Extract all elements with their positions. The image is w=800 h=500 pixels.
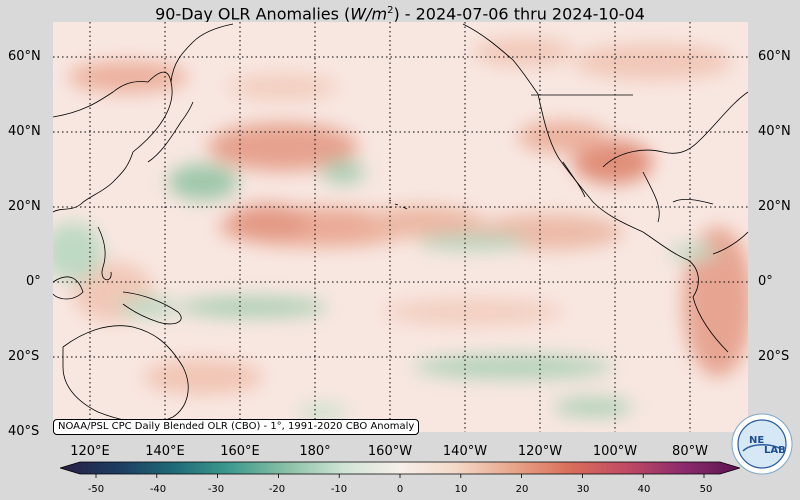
gulf-coast <box>602 91 748 168</box>
lon-label-100w: 100°W <box>592 444 638 459</box>
map-title: 90-Day OLR Anomalies (W/m2) - 2024-07-06… <box>155 4 645 24</box>
kamchatka-coast <box>170 23 234 83</box>
asia-coast <box>53 71 173 213</box>
lon-label-180: 180° <box>299 444 331 459</box>
australia-coast <box>62 325 189 423</box>
baja-coast <box>562 161 586 198</box>
north-america-coast <box>537 93 689 261</box>
colorbar-ticks <box>95 474 705 478</box>
lon-label-140e: 140°E <box>145 444 185 459</box>
hawaii-islands <box>388 199 408 210</box>
lat-label-eq-right: 0° <box>758 274 773 289</box>
lon-label-80w: 80°W <box>672 444 708 459</box>
olr-anomaly-map <box>53 22 748 432</box>
lat-label-20s-right: 20°S <box>758 349 790 364</box>
lat-label-eq-left: 0° <box>26 274 41 289</box>
philippines-coast <box>97 226 112 281</box>
colorbar-tick-label: -50 <box>87 484 105 495</box>
lat-label-60n-left: 60°N <box>8 49 41 64</box>
lat-label-20n-right: 20°N <box>758 199 791 214</box>
colorbar-tick-label: 0 <box>396 484 404 495</box>
lat-label-60n-right: 60°N <box>758 49 791 64</box>
caribbean-coast <box>642 171 714 223</box>
colorbar <box>60 461 740 478</box>
lon-label-120e: 120°E <box>70 444 110 459</box>
lat-label-40n-left: 40°N <box>8 124 41 139</box>
borneo-coast <box>53 276 84 300</box>
colorbar-tick-label: 20 <box>515 484 529 495</box>
alaska-coast <box>462 23 539 95</box>
coastlines <box>53 23 748 423</box>
anomaly-field <box>53 38 748 420</box>
lat-label-40s-left: 40°S <box>8 424 40 439</box>
colorbar-fill <box>60 461 740 475</box>
colorbar-tick-label: -20 <box>268 484 286 495</box>
lon-label-140w: 140°W <box>442 444 488 459</box>
colorbar-tick-label: -40 <box>149 484 167 495</box>
lat-label-20s-left: 20°S <box>8 349 40 364</box>
noaa-psl-logo: NE LAB <box>731 413 793 475</box>
graticule <box>53 22 748 432</box>
lat-label-20n-left: 20°N <box>8 199 41 214</box>
new-guinea-coast <box>122 291 182 325</box>
lon-label-120w: 120°W <box>517 444 563 459</box>
colorbar-tick-label: 40 <box>637 484 651 495</box>
colorbar-tick-label: 30 <box>576 484 590 495</box>
data-source-credit: NOAA/PSL CPC Daily Blended OLR (CBO) - 1… <box>53 419 420 435</box>
lon-label-160e: 160°E <box>220 444 260 459</box>
lon-label-160w: 160°W <box>367 444 413 459</box>
svg-text:NE: NE <box>749 435 764 446</box>
colorbar-tick-label: -30 <box>207 484 225 495</box>
colorbar-tick-label: 50 <box>699 484 713 495</box>
colorbar-tick-label: -10 <box>330 484 348 495</box>
colorbar-tick-label: 10 <box>454 484 468 495</box>
south-america-coast <box>687 231 748 353</box>
lat-label-40n-right: 40°N <box>758 124 791 139</box>
japan-coast <box>147 101 194 163</box>
svg-text:LAB: LAB <box>764 445 786 456</box>
